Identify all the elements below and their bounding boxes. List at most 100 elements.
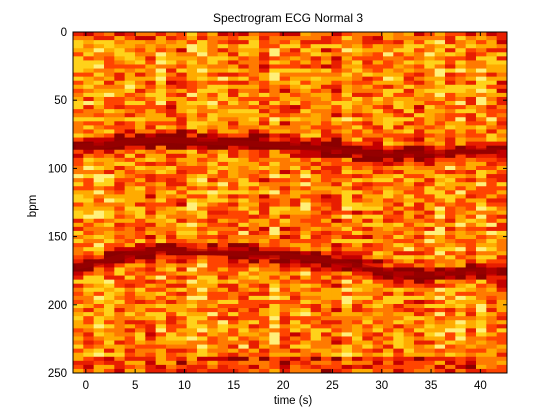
heatmap-cell	[455, 125, 467, 130]
heatmap-cell	[362, 141, 374, 147]
heatmap-cell	[310, 360, 322, 366]
heatmap-cell	[486, 96, 498, 102]
heatmap-cell	[238, 271, 250, 277]
heatmap-cell	[455, 198, 467, 203]
heatmap-cell	[414, 182, 425, 187]
heatmap-cell	[465, 170, 477, 175]
heatmap-cell	[321, 113, 332, 118]
heatmap-cell	[279, 352, 291, 358]
heatmap-cell	[104, 105, 115, 110]
heatmap-cell	[424, 92, 436, 98]
heatmap-cell	[166, 255, 177, 260]
heatmap-cell	[414, 105, 425, 110]
heatmap-cell	[465, 145, 477, 151]
heatmap-cell	[455, 202, 467, 208]
heatmap-cell	[290, 222, 301, 228]
heatmap-cell	[248, 186, 260, 191]
heatmap-cell	[166, 125, 177, 130]
heatmap-cell	[476, 218, 487, 224]
heatmap-cell	[93, 340, 105, 346]
heatmap-cell	[300, 251, 312, 256]
heatmap-cell	[259, 56, 270, 61]
heatmap-cell	[124, 161, 136, 167]
heatmap-cell	[269, 271, 281, 277]
heatmap-cell	[465, 32, 477, 37]
heatmap-cell	[362, 332, 374, 337]
heatmap-cell	[310, 275, 322, 281]
heatmap-cell	[228, 316, 239, 321]
heatmap-cell	[362, 105, 374, 110]
heatmap-cell	[393, 72, 405, 78]
heatmap-cell	[372, 243, 384, 248]
heatmap-cell	[228, 190, 239, 195]
heatmap-cell	[372, 214, 384, 220]
heatmap-cell	[104, 202, 115, 208]
heatmap-cell	[383, 186, 394, 191]
heatmap-cell	[352, 92, 363, 98]
heatmap-cell	[321, 364, 332, 370]
heatmap-cell	[476, 291, 487, 297]
heatmap-cell	[383, 352, 394, 358]
heatmap-cell	[145, 170, 157, 175]
heatmap-cell	[83, 52, 95, 57]
heatmap-cell	[455, 32, 467, 37]
heatmap-cell	[166, 96, 177, 102]
heatmap-cell	[135, 80, 146, 86]
heatmap-cell	[310, 287, 322, 293]
heatmap-cell	[145, 40, 157, 45]
heatmap-cell	[228, 210, 239, 216]
heatmap-cell	[207, 149, 219, 155]
heatmap-cell	[248, 287, 260, 293]
heatmap-cell	[352, 287, 363, 293]
heatmap-cell	[279, 36, 291, 41]
heatmap-cell	[300, 105, 312, 110]
heatmap-cell	[186, 332, 198, 337]
heatmap-cell	[290, 332, 301, 337]
heatmap-cell	[166, 230, 177, 236]
heatmap-cell	[455, 226, 467, 232]
heatmap-cell	[248, 165, 260, 171]
heatmap-cell	[197, 279, 208, 285]
heatmap-cell	[434, 267, 446, 273]
heatmap-cell	[114, 303, 126, 309]
heatmap-cell	[341, 336, 353, 342]
heatmap-cell	[73, 320, 84, 325]
heatmap-cell	[455, 101, 467, 106]
heatmap-cell	[476, 174, 487, 179]
heatmap-cell	[73, 178, 84, 183]
heatmap-cell	[414, 368, 425, 374]
heatmap-cell	[259, 226, 270, 232]
heatmap-cell	[176, 255, 188, 260]
heatmap-cell	[104, 222, 115, 228]
heatmap-cell	[383, 40, 394, 45]
heatmap-cell	[279, 72, 291, 78]
heatmap-cell	[259, 88, 270, 94]
heatmap-cell	[476, 239, 487, 244]
heatmap-cell	[341, 174, 353, 179]
heatmap-cell	[455, 222, 467, 228]
ridge-line-1	[75, 136, 501, 158]
heatmap-cell	[135, 303, 146, 309]
heatmap-cell	[331, 76, 343, 82]
heatmap-cell	[228, 88, 239, 94]
heatmap-cell	[145, 129, 157, 134]
heatmap-cell	[104, 40, 115, 45]
heatmap-cell	[176, 287, 188, 293]
x-tick-label: 25	[326, 380, 339, 392]
heatmap-cell	[300, 149, 312, 155]
heatmap-cell	[372, 316, 384, 321]
heatmap-cell	[424, 291, 436, 297]
heatmap-cell	[124, 324, 136, 329]
heatmap-cell	[186, 170, 198, 175]
heatmap-cell	[321, 190, 332, 195]
heatmap-cell	[73, 222, 84, 228]
heatmap-cell	[352, 129, 363, 134]
heatmap-cell	[166, 226, 177, 232]
heatmap-cell	[341, 364, 353, 370]
heatmap-cell	[445, 352, 456, 358]
heatmap-cell	[197, 271, 208, 277]
heatmap-cell	[73, 121, 84, 126]
heatmap-cell	[259, 92, 270, 98]
heatmap-cell	[176, 72, 188, 78]
heatmap-cell	[445, 84, 456, 90]
